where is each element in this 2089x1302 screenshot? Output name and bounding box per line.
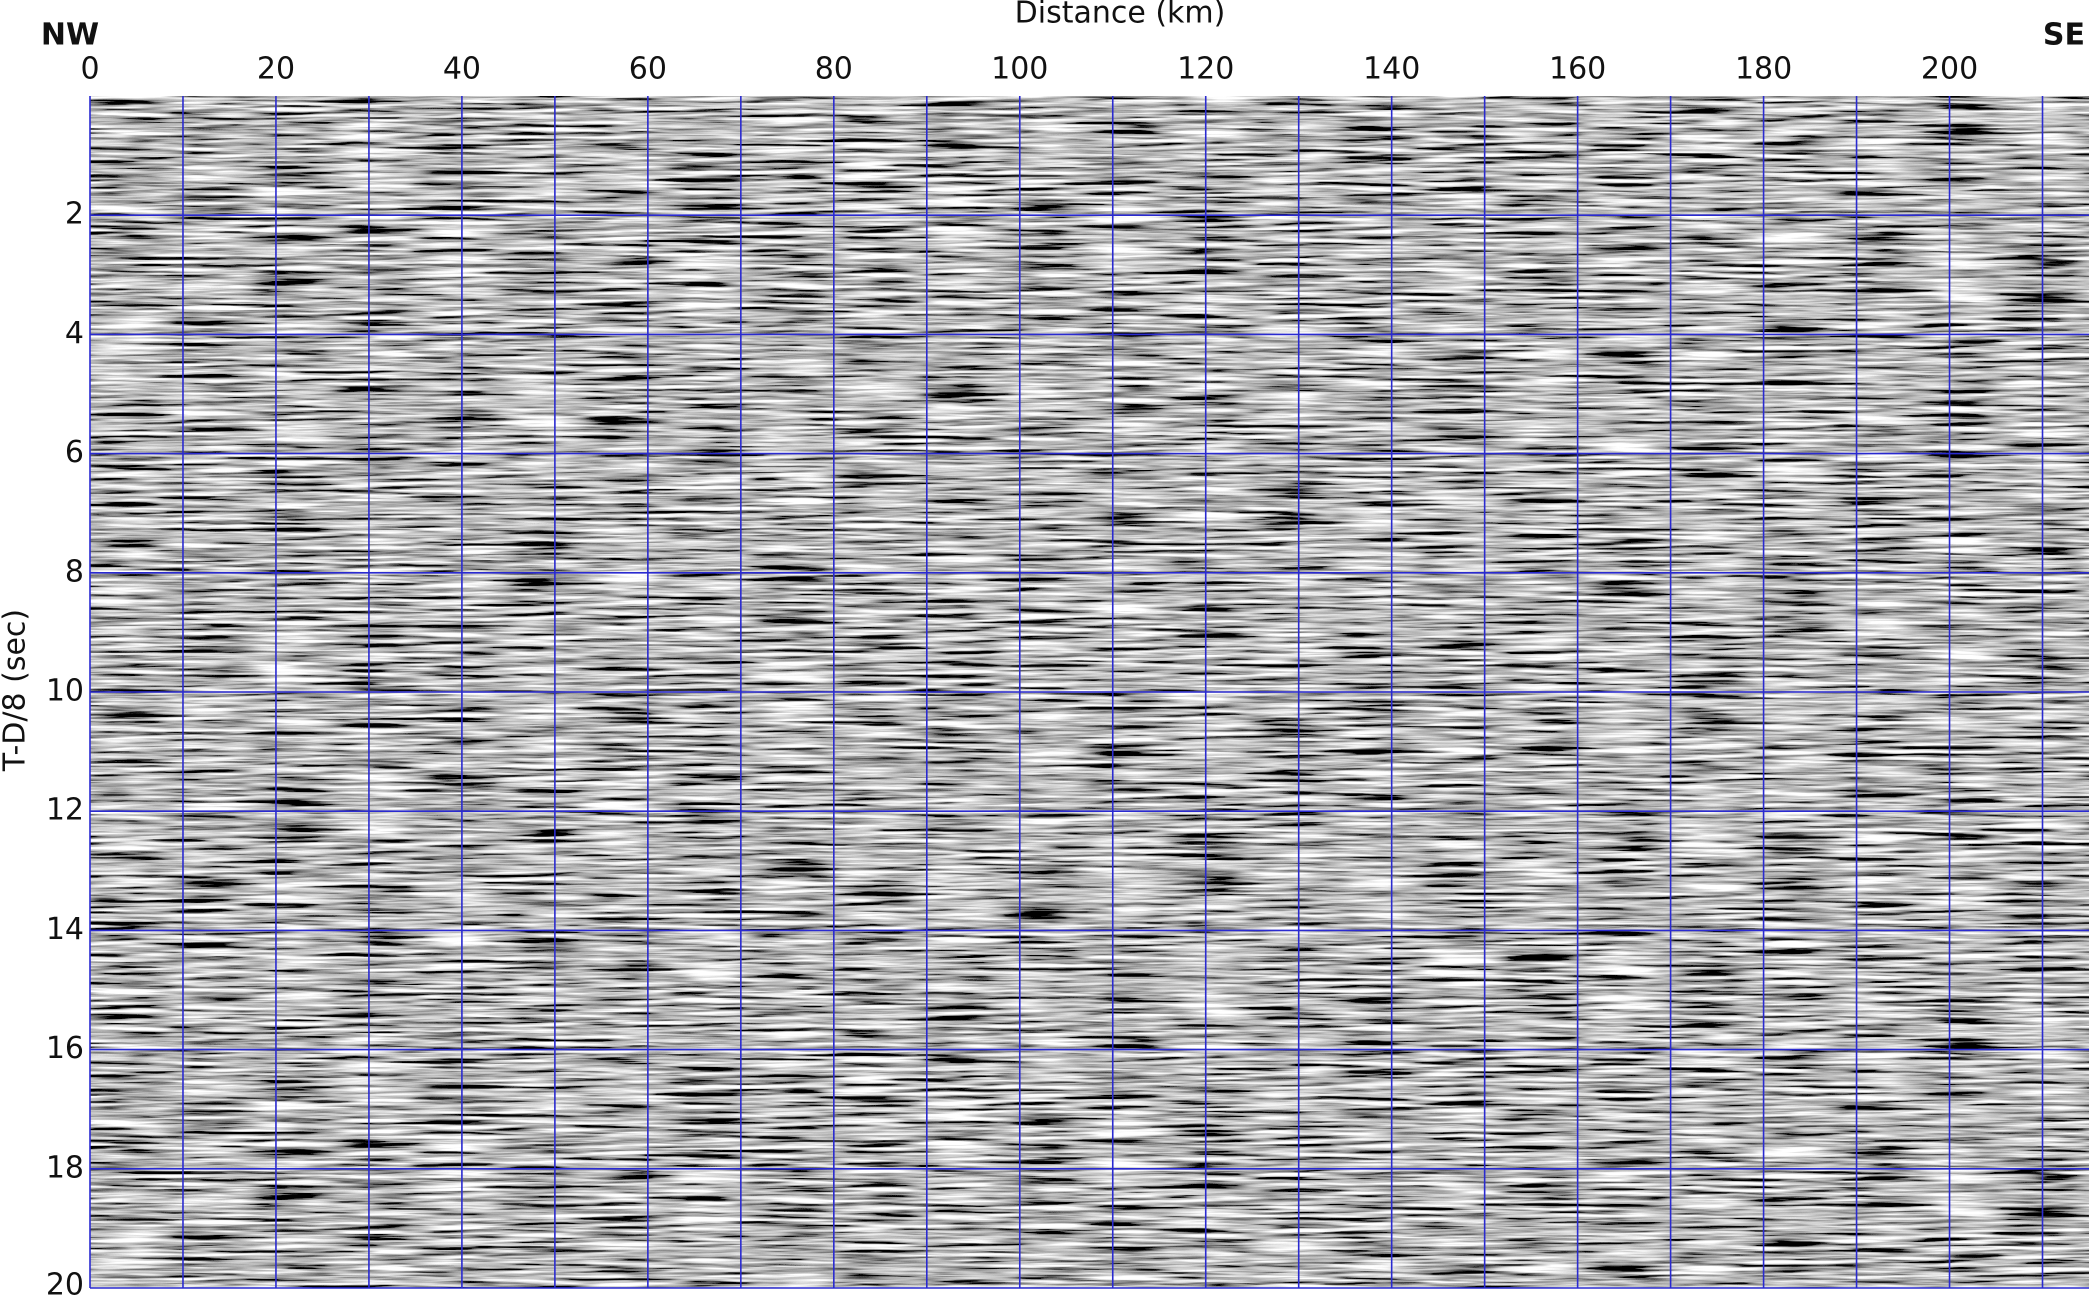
x-tick-label: 200 [1921, 52, 1978, 87]
x-axis-title: Distance (km) [1015, 0, 1226, 31]
y-tick-label: 12 [46, 793, 84, 828]
x-tick-label: 40 [443, 52, 481, 87]
x-tick-label: 180 [1735, 52, 1792, 87]
x-tick-label: 140 [1363, 52, 1420, 87]
y-tick-label: 2 [65, 197, 84, 232]
y-tick-label: 20 [46, 1268, 84, 1302]
y-axis-title: T-D/8 (sec) [0, 609, 33, 772]
x-tick-label: 80 [815, 52, 853, 87]
x-tick-label: 120 [1177, 52, 1234, 87]
x-tick-label: 160 [1549, 52, 1606, 87]
x-tick-label: 100 [991, 52, 1048, 87]
y-tick-label: 18 [46, 1150, 84, 1185]
y-tick-label: 10 [46, 674, 84, 709]
x-tick-label: 0 [80, 52, 99, 87]
x-tick-label: 20 [257, 52, 295, 87]
y-tick-label: 6 [65, 435, 84, 470]
y-tick-label: 4 [65, 316, 84, 351]
direction-label: SE [2043, 18, 2085, 53]
y-tick-label: 8 [65, 554, 84, 589]
x-tick-label: 60 [629, 52, 667, 87]
direction-label: NW [41, 18, 99, 53]
y-tick-label: 16 [46, 1031, 84, 1066]
y-tick-label: 14 [46, 912, 84, 947]
